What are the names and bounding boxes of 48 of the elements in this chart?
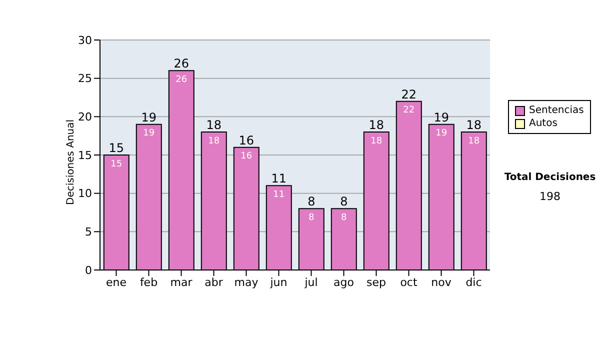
total-label: 18 bbox=[368, 118, 384, 132]
y-axis-title: Decisiones Anual bbox=[66, 119, 77, 205]
x-tick-label: feb bbox=[140, 276, 158, 289]
x-tick-label: may bbox=[234, 276, 259, 289]
x-tick-label: jun bbox=[269, 276, 288, 289]
total-label: 22 bbox=[401, 87, 417, 102]
total-label: 18 bbox=[466, 118, 482, 132]
legend-label: Sentencias bbox=[529, 104, 584, 117]
total-label: 8 bbox=[308, 194, 316, 209]
y-tick-label: 0 bbox=[85, 264, 92, 277]
data-label: 16 bbox=[240, 152, 252, 162]
y-tick-label: 20 bbox=[78, 110, 92, 124]
data-label: 11 bbox=[273, 190, 285, 200]
data-label: 18 bbox=[468, 136, 480, 146]
x-tick-label: ene bbox=[106, 276, 127, 289]
total-label: 26 bbox=[174, 56, 190, 71]
x-tick-label: jul bbox=[304, 276, 318, 289]
data-label: 8 bbox=[308, 213, 315, 224]
data-label: 8 bbox=[341, 213, 348, 224]
data-label: 19 bbox=[436, 128, 448, 139]
data-label: 19 bbox=[143, 128, 155, 139]
data-label: 18 bbox=[370, 136, 382, 146]
x-tick-label: abr bbox=[204, 276, 224, 289]
total-label: 18 bbox=[206, 118, 222, 132]
total-label: 15 bbox=[108, 141, 124, 155]
x-tick-label: ago bbox=[334, 276, 354, 289]
data-label: 15 bbox=[110, 159, 122, 170]
x-tick-label: sep bbox=[366, 276, 386, 289]
legend-label: Autos bbox=[529, 117, 558, 130]
y-tick-label: 30 bbox=[78, 34, 92, 47]
data-label: 22 bbox=[403, 106, 415, 116]
total-label: 8 bbox=[340, 194, 348, 209]
total-label: 19 bbox=[434, 110, 450, 124]
y-tick-label: 10 bbox=[78, 187, 92, 200]
y-tick-label: 5 bbox=[85, 226, 92, 239]
y-tick-label: 15 bbox=[78, 148, 92, 162]
x-tick-label: oct bbox=[400, 276, 418, 289]
total-label: 16 bbox=[238, 133, 254, 148]
text: Total Decisiones bbox=[503, 172, 597, 183]
x-tick-label: nov bbox=[431, 276, 452, 289]
total-label: 11 bbox=[271, 172, 287, 186]
x-tick-label: mar bbox=[170, 276, 193, 289]
x-tick-label: dic bbox=[466, 276, 482, 289]
y-tick-label: 25 bbox=[78, 72, 92, 86]
data-label: 26 bbox=[176, 75, 188, 86]
data-label: 18 bbox=[208, 136, 220, 146]
text: 198 bbox=[538, 190, 562, 203]
total-label: 19 bbox=[141, 110, 157, 124]
